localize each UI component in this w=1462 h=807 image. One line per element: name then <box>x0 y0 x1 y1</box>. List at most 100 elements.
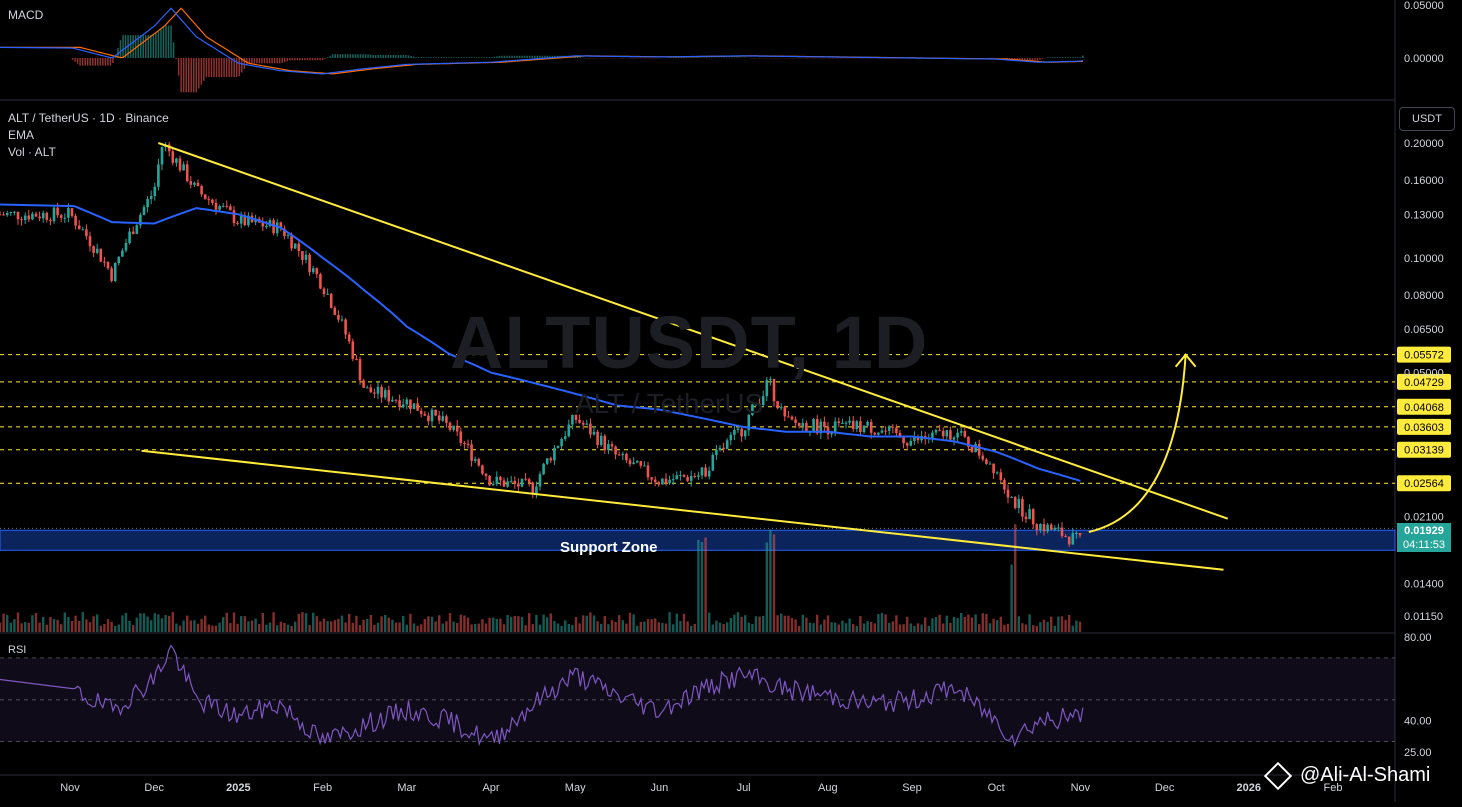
volume-bar <box>801 614 804 632</box>
volume-bar <box>74 615 77 632</box>
candle-body <box>419 410 423 414</box>
volume-bar <box>474 623 477 632</box>
candle-body <box>880 430 884 433</box>
candle-body <box>794 419 797 423</box>
volume-bar <box>877 614 880 632</box>
volume-bar <box>952 616 956 632</box>
candle-body <box>743 430 747 437</box>
candle-body <box>769 378 772 381</box>
volume-bar <box>711 624 714 632</box>
volume-bar <box>765 542 768 632</box>
volume-bar <box>574 617 578 632</box>
candle-body <box>434 409 437 416</box>
volume-bar <box>304 613 308 632</box>
rsi-label[interactable]: RSI <box>8 644 27 656</box>
ema-indicator-label[interactable]: EMA <box>8 128 35 142</box>
volume-bar <box>470 624 473 632</box>
volume-bar <box>592 615 596 632</box>
candle-body <box>1053 527 1057 530</box>
candle-body <box>279 222 283 229</box>
candle-body <box>740 428 743 437</box>
candle-body <box>981 455 985 460</box>
volume-bar <box>1060 616 1064 632</box>
volume-bar <box>542 614 545 632</box>
currency-selector-button[interactable]: USDT <box>1399 107 1455 131</box>
candle-body <box>527 479 531 483</box>
candle-body <box>423 413 427 416</box>
volume-bar <box>1046 621 1049 632</box>
volume-bar <box>654 618 657 632</box>
candle-body <box>949 430 952 440</box>
macd-line <box>0 7 1084 75</box>
candle-body <box>430 409 434 422</box>
volume-bar <box>715 620 718 632</box>
candle-body <box>628 460 632 465</box>
volume-bar <box>114 625 117 632</box>
volume-bar <box>600 623 603 632</box>
candle-body <box>171 151 175 163</box>
volume-bar <box>452 621 455 632</box>
candle-body <box>772 378 776 402</box>
volume-bar <box>844 623 848 632</box>
candle-body <box>599 435 603 445</box>
candle-body <box>844 422 848 424</box>
volume-bars <box>0 524 1082 632</box>
volume-bar <box>171 612 174 632</box>
volume-bar <box>337 618 340 632</box>
volume-bar <box>690 625 693 632</box>
volume-bar <box>906 616 909 632</box>
candle-body <box>646 465 650 478</box>
volume-bar <box>142 613 146 632</box>
support-zone-label: Support Zone <box>560 539 658 556</box>
volume-bar <box>308 625 311 632</box>
symbol-title[interactable]: ALT / TetherUS · 1D · Binance <box>8 111 169 125</box>
volume-bar <box>391 619 394 632</box>
candle-body <box>805 423 808 432</box>
candle-body <box>603 435 607 451</box>
volume-bar <box>920 624 923 632</box>
candle-body <box>722 447 725 450</box>
volume-bar <box>0 622 2 632</box>
trendline-lower <box>141 449 1224 571</box>
volume-bar <box>938 614 941 632</box>
volume-bar <box>754 616 758 632</box>
time-axis-label: Apr <box>482 782 499 794</box>
candle-body <box>369 387 373 393</box>
volume-bar <box>639 621 642 632</box>
volume-bar <box>117 624 120 632</box>
volume-bar <box>924 617 927 632</box>
volume-bar <box>56 619 59 632</box>
candle-body <box>1010 497 1013 499</box>
level-price-label: 0.04729 <box>1404 377 1444 389</box>
volume-bar <box>610 620 614 632</box>
volume-bar <box>9 622 12 632</box>
candle-body <box>653 479 657 483</box>
candle-body <box>830 432 833 435</box>
macd-label[interactable]: MACD <box>8 8 44 22</box>
volume-bar <box>538 624 542 632</box>
volume-bar <box>1010 564 1013 632</box>
volume-bar <box>621 620 624 632</box>
volume-indicator-label[interactable]: Vol · ALT <box>8 145 56 159</box>
volume-bar <box>484 623 488 632</box>
candle-body <box>758 403 761 405</box>
candle-body <box>103 261 106 263</box>
candle-body <box>45 212 49 220</box>
candle-body <box>589 423 592 435</box>
volume-bar <box>524 625 527 632</box>
time-axis-label: Jun <box>651 782 669 794</box>
volume-bar <box>826 615 830 632</box>
candle-body <box>884 430 887 432</box>
volume-bar <box>783 615 786 632</box>
volume-bar <box>405 624 408 632</box>
candle-body <box>848 420 851 423</box>
candle-body <box>236 222 239 224</box>
volume-bar <box>1006 623 1010 632</box>
candle-body <box>988 463 992 465</box>
rsi-tick-label: 80.00 <box>1404 632 1432 644</box>
volume-bar <box>60 624 63 632</box>
candle-body <box>49 219 52 222</box>
candle-body <box>117 256 121 264</box>
